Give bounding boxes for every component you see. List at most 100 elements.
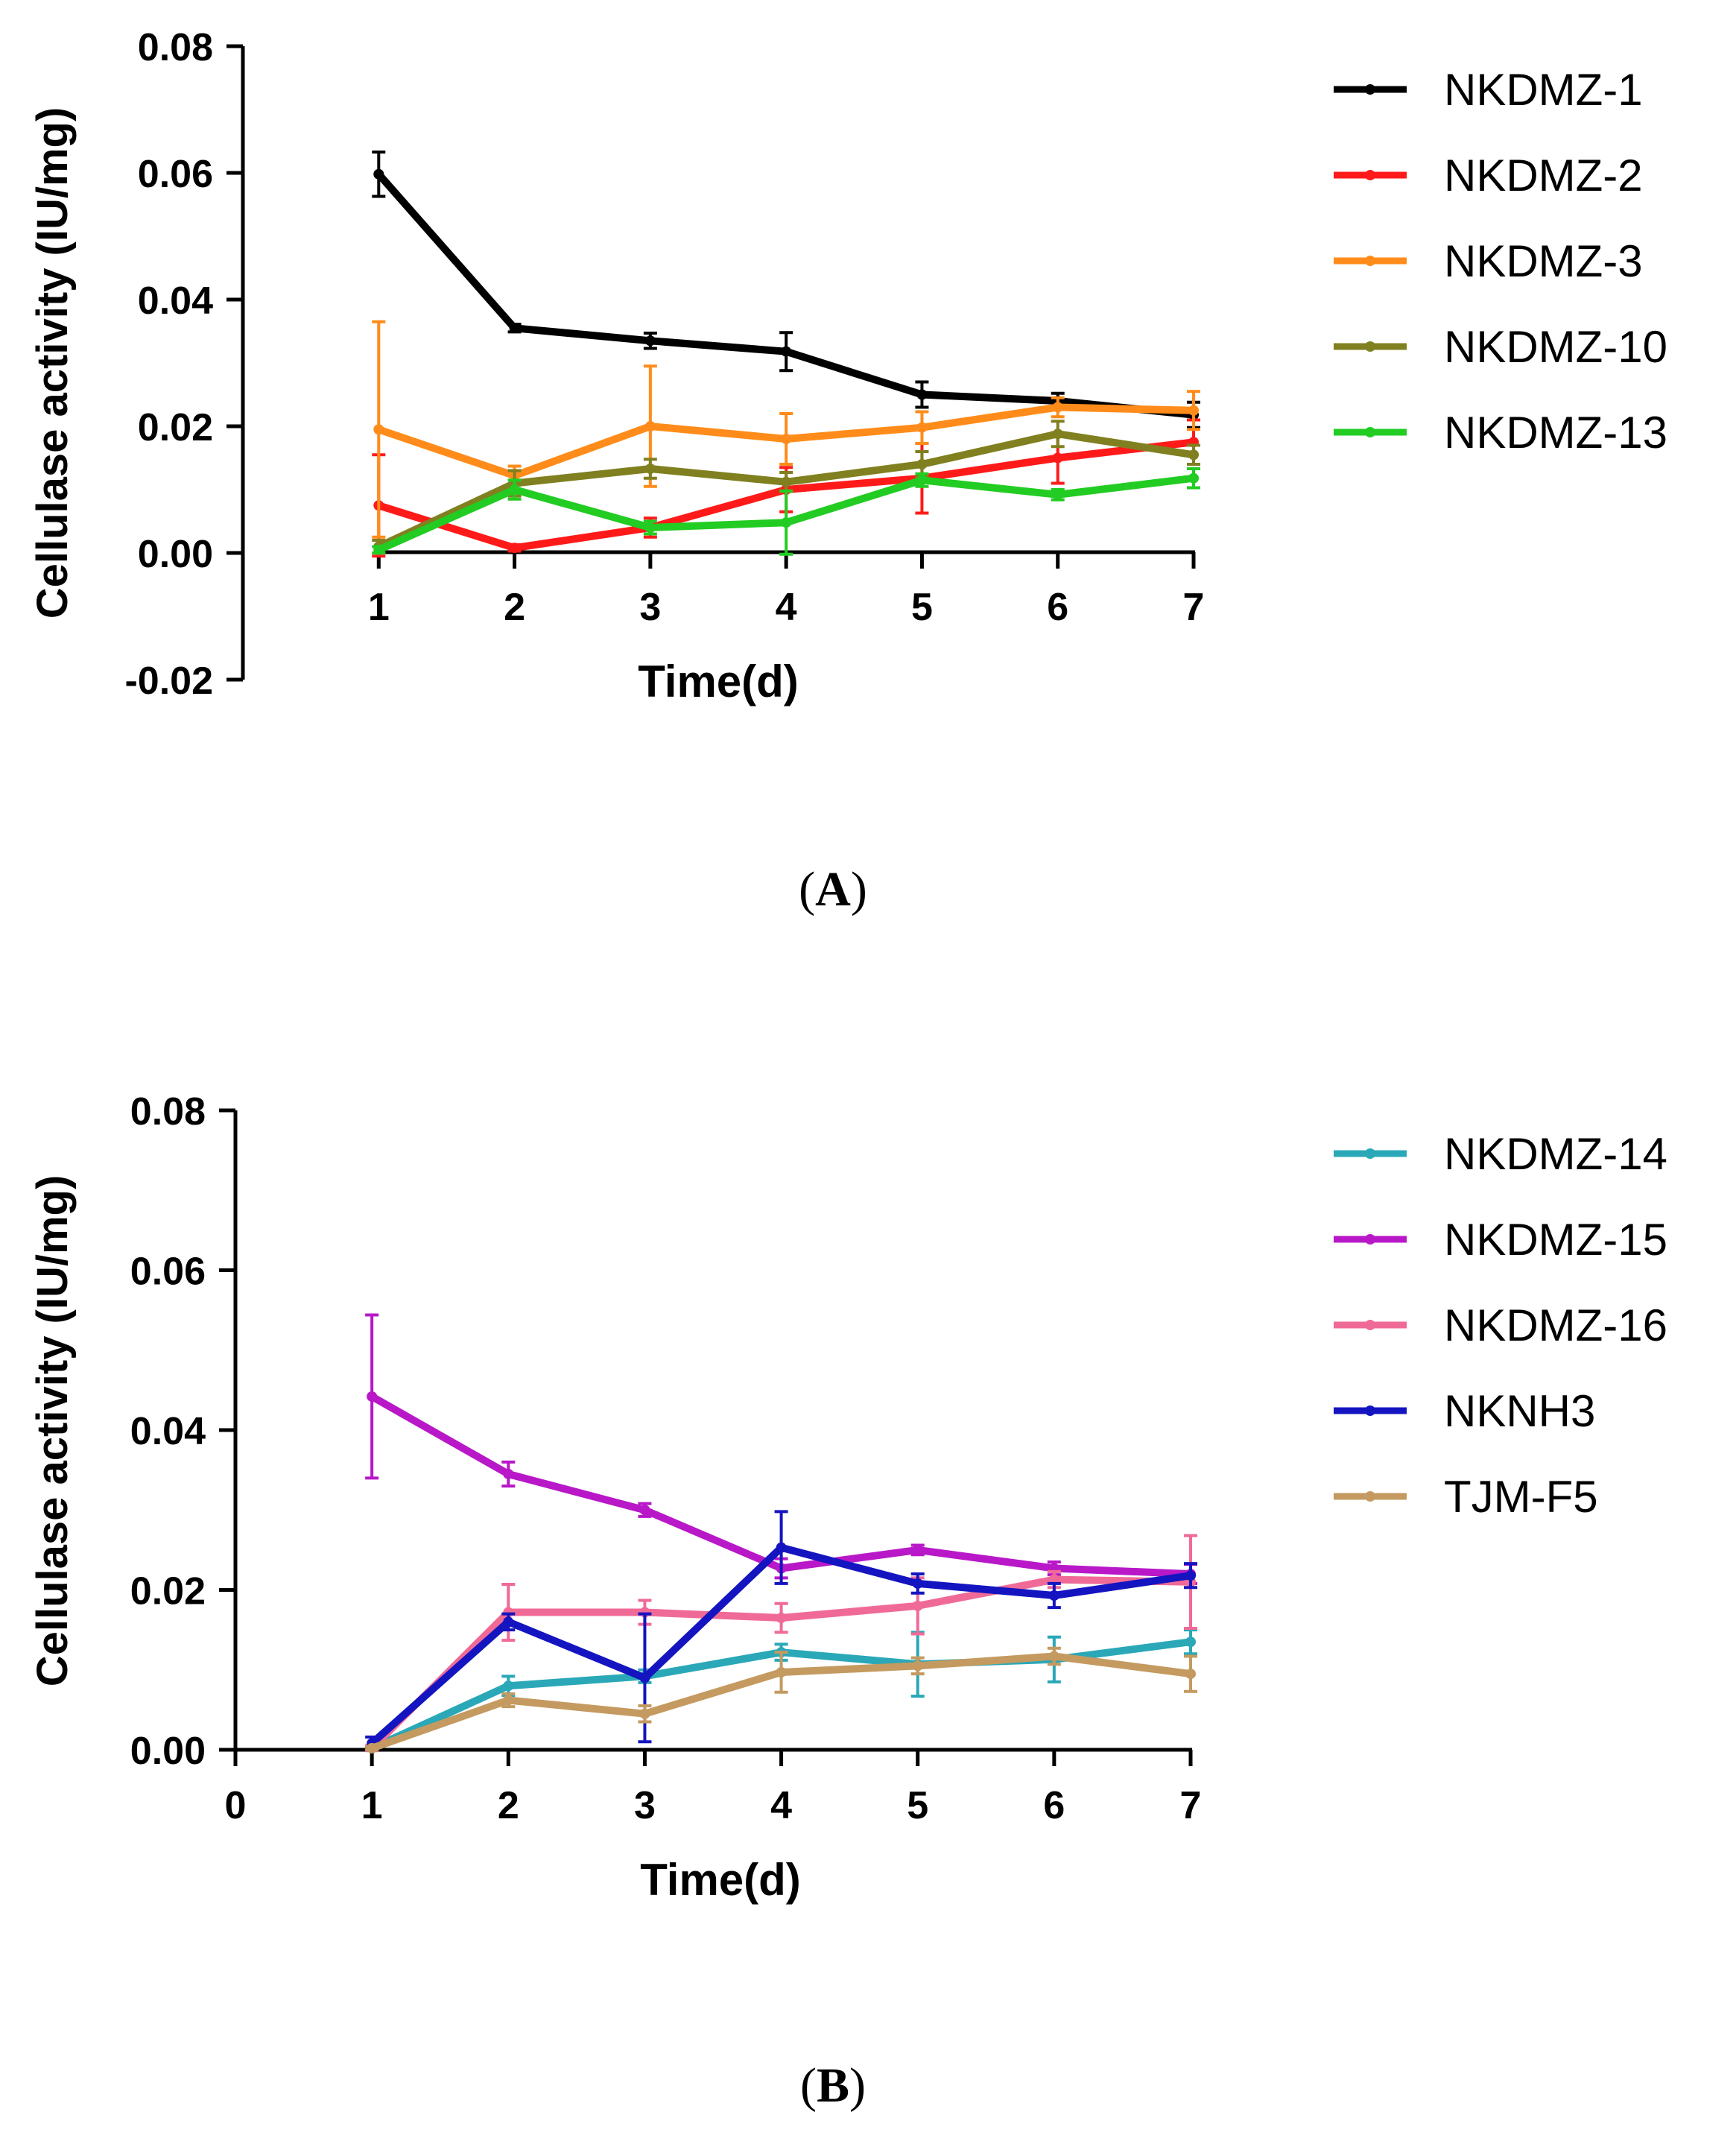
data-point bbox=[1188, 405, 1199, 416]
x-tick-label: 4 bbox=[776, 586, 797, 629]
y-tick-label: -0.02 bbox=[124, 660, 213, 703]
data-point bbox=[1052, 402, 1063, 413]
data-point bbox=[781, 346, 792, 357]
series-nkdmz-13 bbox=[372, 467, 1200, 556]
y-tick-label: 0.08 bbox=[138, 26, 213, 69]
x-tick-label: 1 bbox=[368, 586, 390, 629]
y-tick-label: 0.02 bbox=[138, 406, 213, 449]
x-tick-label: 1 bbox=[361, 1784, 383, 1827]
caption-paren: ( bbox=[799, 862, 815, 917]
x-tick-label: 3 bbox=[639, 586, 661, 629]
data-point bbox=[1048, 1590, 1059, 1601]
data-point bbox=[503, 1680, 514, 1692]
panel-caption: (A) bbox=[799, 862, 867, 917]
data-point bbox=[1048, 1651, 1059, 1662]
legend-label: TJM-F5 bbox=[1444, 1472, 1598, 1522]
y-axis-title: Cellulase activity (IU/mg) bbox=[28, 107, 77, 619]
data-point bbox=[373, 424, 384, 435]
legend-marker bbox=[1365, 427, 1375, 437]
x-tick-label: 4 bbox=[770, 1784, 792, 1827]
caption-letter: A bbox=[815, 862, 851, 917]
x-tick-label: 3 bbox=[634, 1784, 656, 1827]
data-point bbox=[644, 463, 656, 474]
x-tick-label: 5 bbox=[907, 1784, 928, 1827]
data-point bbox=[912, 1544, 923, 1555]
x-tick-label: 2 bbox=[504, 586, 525, 629]
x-tick-label: 7 bbox=[1183, 586, 1205, 629]
data-point bbox=[373, 544, 384, 555]
data-point bbox=[1185, 1637, 1196, 1648]
data-point bbox=[776, 1542, 787, 1553]
data-point bbox=[1188, 472, 1199, 484]
data-point bbox=[776, 1666, 787, 1677]
data-point bbox=[781, 434, 792, 444]
data-point bbox=[912, 1578, 923, 1589]
series-tjm-f5 bbox=[365, 1646, 1197, 1754]
data-point bbox=[1052, 429, 1063, 440]
data-point bbox=[639, 1708, 650, 1719]
data-point bbox=[367, 1742, 378, 1754]
legend-marker bbox=[1365, 1491, 1375, 1502]
legend-marker bbox=[1365, 1148, 1375, 1159]
data-point bbox=[912, 1660, 923, 1672]
data-point bbox=[1188, 449, 1199, 461]
panel-caption: (B) bbox=[800, 2058, 866, 2113]
legend-label: NKDMZ-13 bbox=[1444, 408, 1667, 458]
y-tick-label: 0.04 bbox=[138, 279, 213, 323]
panel-b: 0.00 0.02 0.04 0.06 0.08 0 1 2 3 4 5 6 7 Time(d) Cellu… bbox=[28, 1090, 1667, 2113]
legend-marker bbox=[1365, 84, 1375, 95]
caption-paren: ) bbox=[849, 2058, 866, 2113]
data-point bbox=[367, 1391, 378, 1402]
data-point bbox=[916, 389, 928, 400]
legend-marker bbox=[1365, 170, 1375, 180]
data-point bbox=[639, 1505, 650, 1516]
data-point bbox=[644, 522, 656, 533]
legend-label: NKDMZ-16 bbox=[1444, 1300, 1667, 1350]
data-point bbox=[776, 1613, 787, 1624]
x-tick-label: 2 bbox=[498, 1784, 519, 1827]
data-point bbox=[916, 475, 928, 486]
legend-label: NKDMZ-3 bbox=[1444, 236, 1643, 286]
data-point bbox=[644, 421, 656, 431]
y-tick-label: 0.08 bbox=[130, 1090, 206, 1133]
data-point bbox=[781, 476, 792, 487]
legend-label: NKDMZ-1 bbox=[1444, 65, 1643, 115]
x-tick-label: 6 bbox=[1047, 586, 1068, 629]
legend-label: NKDMZ-10 bbox=[1444, 322, 1667, 372]
data-point bbox=[1052, 489, 1063, 500]
data-point bbox=[503, 1616, 514, 1628]
data-point bbox=[912, 1600, 923, 1611]
data-point bbox=[916, 422, 928, 433]
y-axis-title: Cellulase activity (IU/mg) bbox=[28, 1175, 77, 1687]
x-tick-label: 0 bbox=[225, 1784, 247, 1827]
legend-marker bbox=[1365, 1234, 1375, 1245]
panel-a: -0.02 0.00 0.02 0.04 0.06 0.08 1 2 3 4 5 6 7 Time(d) C… bbox=[28, 26, 1667, 917]
data-point bbox=[916, 459, 928, 469]
data-point bbox=[1185, 1669, 1196, 1680]
legend-marker bbox=[1365, 341, 1375, 352]
y-tick-label: 0.04 bbox=[130, 1410, 206, 1453]
data-point bbox=[503, 1695, 514, 1706]
data-point bbox=[1185, 1570, 1196, 1581]
x-axis-title: Time(d) bbox=[638, 657, 799, 706]
y-tick-label: 0.02 bbox=[130, 1570, 206, 1613]
legend-label: NKDMZ-14 bbox=[1444, 1129, 1667, 1179]
data-point bbox=[509, 484, 520, 495]
y-tick-label: 0.00 bbox=[138, 533, 213, 576]
y-tick-label: 0.06 bbox=[130, 1250, 206, 1294]
legend-label: NKNH3 bbox=[1444, 1386, 1595, 1436]
caption-paren: ) bbox=[851, 862, 867, 917]
x-tick-label: 7 bbox=[1180, 1784, 1202, 1827]
x-axis-title: Time(d) bbox=[640, 1855, 801, 1905]
legend-marker bbox=[1365, 1320, 1375, 1330]
caption-letter: B bbox=[817, 2058, 849, 2113]
y-tick-label: 0.00 bbox=[130, 1730, 206, 1773]
legend-label: NKDMZ-2 bbox=[1444, 151, 1643, 200]
legend-label: NKDMZ-15 bbox=[1444, 1215, 1667, 1265]
data-point bbox=[639, 1672, 650, 1683]
data-point bbox=[781, 517, 792, 528]
data-point bbox=[503, 1468, 514, 1479]
x-tick-label: 6 bbox=[1043, 1784, 1065, 1827]
